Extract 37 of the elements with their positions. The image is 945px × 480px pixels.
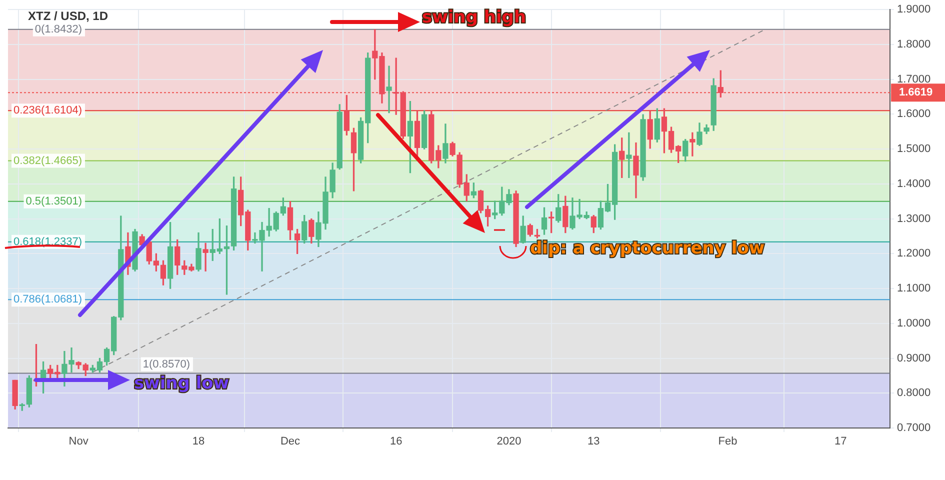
x-tick-label: 13 — [588, 436, 600, 448]
x-tick-label: Feb — [718, 436, 738, 448]
ref-line-label: 1(0.8570) — [142, 358, 190, 370]
annotation: swing low — [134, 373, 230, 394]
x-tick-label: 17 — [834, 436, 847, 448]
annotation: dip: a cryptocurreny low — [530, 238, 765, 258]
x-tick-label: 18 — [192, 436, 205, 448]
y-tick-label: 0.9000 — [897, 352, 931, 364]
y-tick-label: 1.4000 — [897, 178, 931, 190]
y-tick-label: 1.5000 — [897, 143, 931, 156]
ref-line-label: 0.236(1.6104) — [14, 104, 82, 117]
x-tick-label: 16 — [390, 436, 402, 448]
y-tick-label: 1.2000 — [897, 248, 931, 260]
annotation: swing high — [422, 7, 526, 28]
ref-line-label: 0.382(1.4665) — [14, 154, 82, 167]
y-tick-label: 1.7000 — [897, 73, 931, 86]
ref-line-label: 0.618(1.2337) — [14, 236, 82, 248]
y-tick-label: 1.8000 — [897, 38, 931, 50]
candlestick — [386, 66, 392, 114]
y-tick-label: 1.6000 — [897, 108, 931, 120]
ref-line-label: 0.786(1.0681) — [14, 294, 82, 306]
candlestick — [626, 132, 632, 178]
candlestick — [690, 132, 696, 156]
ref-line-label: 0.5(1.3501) — [26, 195, 82, 208]
y-tick-label: 1.9000 — [897, 4, 931, 16]
x-tick-label: Nov — [68, 436, 89, 448]
y-tick-label: 0.8000 — [897, 387, 931, 400]
candlestick — [202, 242, 208, 272]
ref-line-label: 0(1.8432) — [34, 23, 82, 36]
y-tick-label: 1.1000 — [897, 282, 931, 295]
y-tick-label: 1.3000 — [897, 212, 931, 225]
x-tick-label: Dec — [280, 436, 301, 448]
x-tick-label: 2020 — [496, 436, 522, 448]
ref-line-label: 1.6619 — [899, 86, 933, 99]
chart-title: XTZ / USD, 1D — [28, 8, 108, 23]
y-tick-label: 1.0000 — [897, 317, 931, 330]
y-tick-label: 0.7000 — [897, 422, 931, 434]
